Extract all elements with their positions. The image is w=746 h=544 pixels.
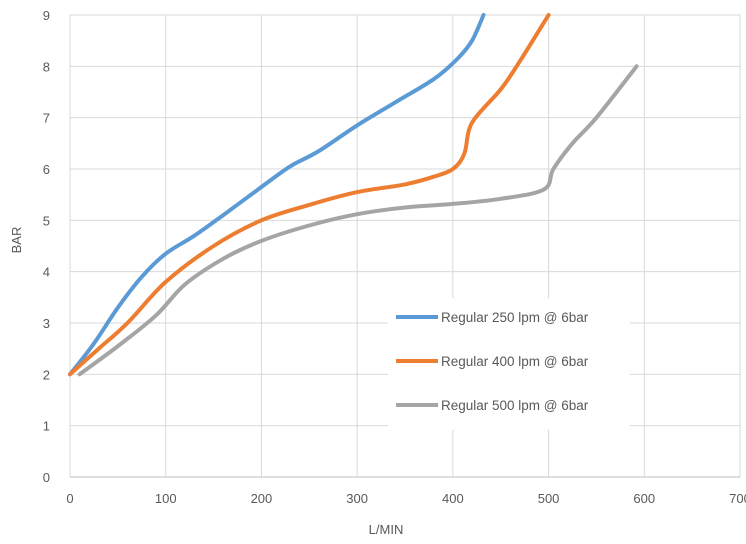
y-tick-label: 4 (43, 265, 50, 280)
y-tick-label: 1 (43, 419, 50, 434)
y-tick-label: 8 (43, 59, 50, 74)
y-tick-label: 5 (43, 213, 50, 228)
series-line-3 (77, 64, 639, 377)
x-tick-label: 300 (346, 491, 368, 506)
legend-box (388, 298, 630, 430)
gridlines (69, 14, 741, 478)
x-tick-label: 400 (442, 491, 464, 506)
y-tick-label: 2 (43, 367, 50, 382)
legend-label-3: Regular 500 lpm @ 6bar (441, 398, 589, 413)
x-tick-label: 200 (251, 491, 273, 506)
x-tick-label: 600 (633, 491, 655, 506)
x-tick-label: 100 (155, 491, 177, 506)
y-tick-label: 7 (43, 111, 50, 126)
legend-label-1: Regular 250 lpm @ 6bar (441, 310, 589, 325)
y-tick-label: 3 (43, 316, 50, 331)
y-tick-label: 6 (43, 162, 50, 177)
x-tick-label: 700 (729, 491, 746, 506)
series-line-2 (68, 13, 551, 377)
series-line-1 (68, 13, 486, 377)
x-axis-title: L/MIN (369, 522, 404, 537)
x-tick-label: 500 (538, 491, 560, 506)
legend-label-2: Regular 400 lpm @ 6bar (441, 354, 589, 369)
data-series (68, 13, 639, 377)
y-axis-title: BAR (9, 227, 24, 254)
y-tick-label: 0 (43, 470, 50, 485)
x-tick-label: 0 (66, 491, 73, 506)
axes: 0 100 200 300 400 500 600 700 0 1 2 3 4 5 6 7 8 9 (43, 8, 746, 506)
legend: Regular 250 lpm @ 6bar Regular 400 lpm @ … (388, 298, 630, 430)
y-tick-label: 9 (43, 8, 50, 23)
